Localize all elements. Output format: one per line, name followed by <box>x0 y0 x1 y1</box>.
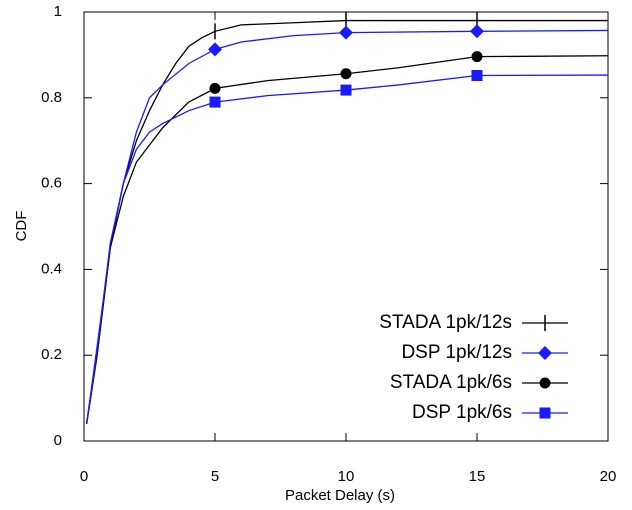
marker <box>339 25 353 40</box>
legend-marker <box>539 407 551 419</box>
marker <box>470 24 484 39</box>
series-line <box>85 74 609 424</box>
y-axis-label: CDF <box>13 211 30 242</box>
marker <box>209 82 221 94</box>
marker <box>340 84 352 96</box>
marker <box>208 42 222 57</box>
marker <box>340 68 352 80</box>
x-tick-label: 5 <box>211 468 219 485</box>
y-tick-label: 0.4 <box>41 260 62 277</box>
x-tick-label: 15 <box>469 468 486 485</box>
y-tick-label: 0 <box>54 432 62 449</box>
marker <box>471 51 483 63</box>
legend-marker <box>539 377 551 389</box>
legend-label: DSP 1pk/6s <box>412 402 512 423</box>
y-tick-label: 0.8 <box>41 89 62 106</box>
series-line <box>85 19 608 424</box>
x-axis-label: Packet Delay (s) <box>285 487 395 504</box>
x-tick-label: 0 <box>80 468 88 485</box>
legend-label: STADA 1pk/6s <box>390 372 512 393</box>
y-tick-label: 0.2 <box>41 346 62 363</box>
legend-marker <box>538 346 552 360</box>
y-tick-label: 0.6 <box>41 175 62 192</box>
series-line <box>85 55 609 424</box>
legend-label: DSP 1pk/12s <box>401 342 512 363</box>
legend-label: STADA 1pk/12s <box>379 312 512 333</box>
x-tick-label: 10 <box>338 468 355 485</box>
marker <box>209 96 221 108</box>
marker <box>471 69 483 81</box>
y-tick-label: 1 <box>54 3 62 20</box>
x-tick-label: 20 <box>600 468 617 485</box>
